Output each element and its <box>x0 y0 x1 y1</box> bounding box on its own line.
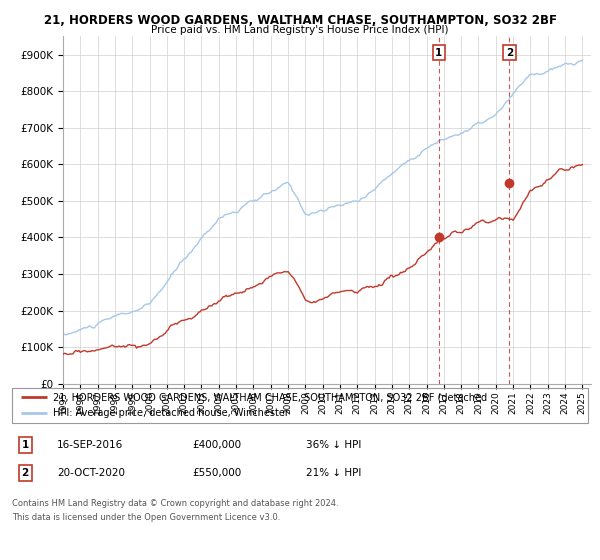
Text: 20-OCT-2020: 20-OCT-2020 <box>57 468 125 478</box>
Text: £550,000: £550,000 <box>192 468 241 478</box>
Text: £400,000: £400,000 <box>192 440 241 450</box>
Text: 36% ↓ HPI: 36% ↓ HPI <box>306 440 361 450</box>
Text: 21, HORDERS WOOD GARDENS, WALTHAM CHASE, SOUTHAMPTON, SO32 2BF: 21, HORDERS WOOD GARDENS, WALTHAM CHASE,… <box>44 14 557 27</box>
Text: 21% ↓ HPI: 21% ↓ HPI <box>306 468 361 478</box>
Text: 1: 1 <box>22 440 29 450</box>
Text: 1: 1 <box>435 48 442 58</box>
Text: 2: 2 <box>506 48 513 58</box>
Text: 16-SEP-2016: 16-SEP-2016 <box>57 440 123 450</box>
Text: HPI: Average price, detached house, Winchester: HPI: Average price, detached house, Winc… <box>53 408 289 418</box>
Text: Contains HM Land Registry data © Crown copyright and database right 2024.: Contains HM Land Registry data © Crown c… <box>12 499 338 508</box>
Text: 2: 2 <box>22 468 29 478</box>
Text: This data is licensed under the Open Government Licence v3.0.: This data is licensed under the Open Gov… <box>12 513 280 522</box>
Text: 21, HORDERS WOOD GARDENS, WALTHAM CHASE, SOUTHAMPTON, SO32 2BF (detached: 21, HORDERS WOOD GARDENS, WALTHAM CHASE,… <box>53 392 488 402</box>
Text: Price paid vs. HM Land Registry's House Price Index (HPI): Price paid vs. HM Land Registry's House … <box>151 25 449 35</box>
